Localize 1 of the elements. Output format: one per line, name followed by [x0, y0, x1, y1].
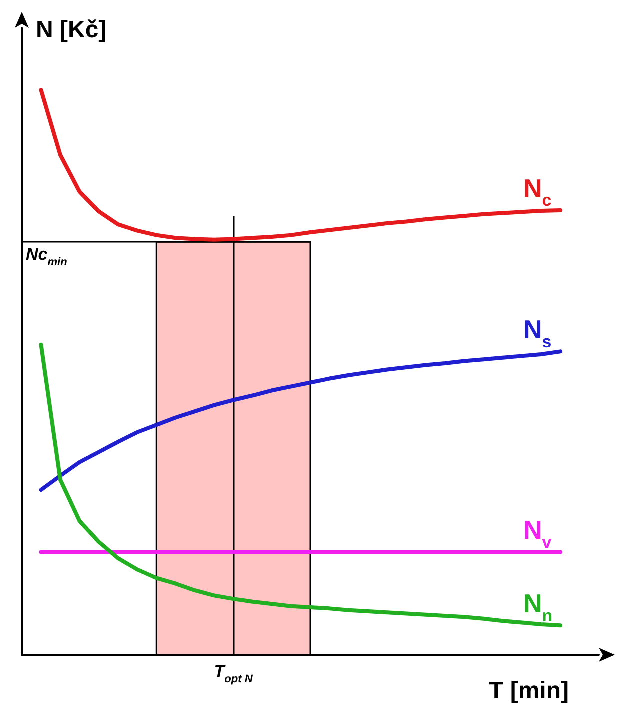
y-axis-title: N [Kč] — [36, 16, 107, 44]
